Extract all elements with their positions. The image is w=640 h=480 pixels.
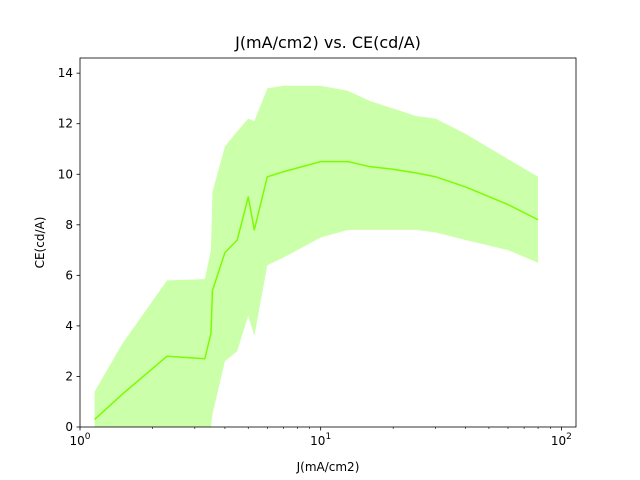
y-tick-label: 14 xyxy=(58,66,73,80)
y-tick-label: 12 xyxy=(58,117,73,131)
y-tick-label: 10 xyxy=(58,167,73,181)
axes-frame xyxy=(79,57,577,428)
y-axis-label: CE(cd/A) xyxy=(33,217,47,269)
series-group xyxy=(94,85,539,427)
confidence-band xyxy=(94,85,539,427)
chart-title: J(mA/cm2) vs. CE(cd/A) xyxy=(234,33,421,52)
y-tick-label: 8 xyxy=(65,218,73,232)
y-tick-label: 0 xyxy=(65,420,73,434)
y-tick-label: 6 xyxy=(65,268,73,282)
x-axis-label: J(mA/cm2) xyxy=(296,460,360,474)
series-line xyxy=(94,160,539,420)
plot-area xyxy=(94,85,539,427)
x-tick-label: 102 xyxy=(551,432,572,448)
x-tick-label: 100 xyxy=(69,432,90,448)
y-tick-label: 4 xyxy=(65,319,73,333)
y-tick-label: 2 xyxy=(65,369,73,383)
tick-group: 100 101 102 0 2 4 6 8 10 12 14 xyxy=(58,66,572,448)
x-tick-label: 101 xyxy=(310,432,331,448)
